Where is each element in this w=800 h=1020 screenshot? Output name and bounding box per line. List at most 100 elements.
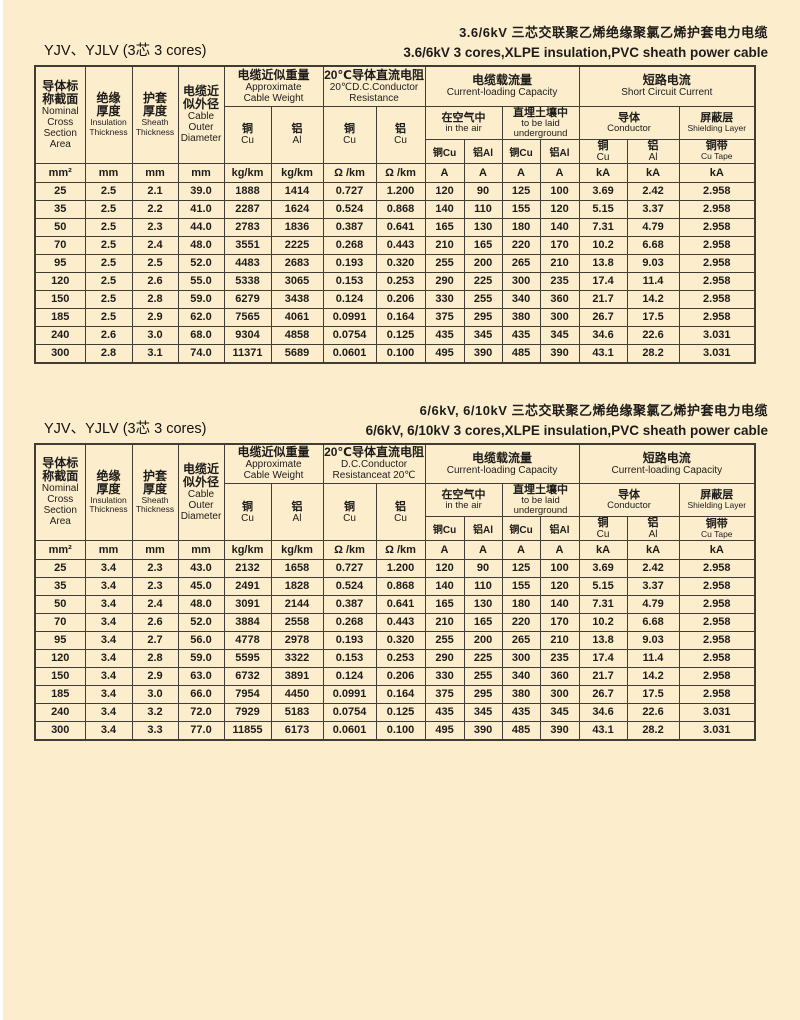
- value-cell: 340: [501, 667, 541, 686]
- diameter-header: 电缆近 似外径 Cable Outer Diameter: [177, 443, 225, 541]
- value-cell: 2.958: [678, 217, 756, 237]
- value-cell: 1414: [270, 181, 324, 201]
- weight-header: 电缆近似重量 Approximate Cable Weight: [223, 65, 324, 107]
- value-cell: 3884: [223, 613, 272, 632]
- value-cell: 2.958: [678, 271, 756, 291]
- value-cell: 3.031: [678, 325, 756, 345]
- value-cell: 2.958: [678, 199, 756, 219]
- value-cell: 485: [501, 343, 541, 363]
- value-cell: 255: [424, 253, 465, 273]
- value-cell: 210: [424, 235, 465, 255]
- underground-cu-header: 铜Cu: [501, 516, 541, 541]
- value-cell: 2.8: [131, 289, 179, 309]
- value-cell: 3.4: [84, 721, 133, 741]
- air-cu-header: 铜Cu: [424, 138, 465, 164]
- table-row: 300 3.4 3.3 77.0 11855 6173 0.0601 0.100 495 390 4…: [34, 721, 756, 741]
- value-cell: 180: [501, 217, 541, 237]
- value-cell: 13.8: [578, 253, 628, 273]
- value-cell: 2132: [223, 559, 272, 578]
- value-cell: 2.5: [84, 307, 133, 327]
- table-row: 150 2.5 2.8 59.0 6279 3438 0.124 0.206 330 255 340…: [34, 289, 756, 309]
- cable-table-section-1: YJV、YJLV (3芯 3 cores) 3.6/6kV 三芯交联聚乙烯绝缘聚…: [34, 22, 800, 364]
- title-zh: 6/6kV, 6/10kV 三芯交联聚乙烯绝缘聚氯乙烯护套电力电缆: [419, 402, 768, 418]
- value-cell: 4778: [223, 631, 272, 650]
- value-cell: 2.1: [131, 181, 179, 201]
- value-cell: 0.387: [322, 595, 377, 614]
- table-2-body: 25 3.4 2.3 43.0 2132 1658 0.727 1.200 120 90 125 10…: [34, 559, 756, 741]
- value-cell: 34.6: [578, 703, 628, 722]
- unit-cell: mm: [177, 540, 225, 560]
- value-cell: 11855: [223, 721, 272, 741]
- value-cell: 2.9: [131, 307, 179, 327]
- table-1-body: 25 2.5 2.1 39.0 1888 1414 0.727 1.200 120 90 125 10…: [34, 181, 756, 363]
- sc-al-header: 铝 Al: [626, 516, 680, 541]
- value-cell: 52.0: [177, 613, 225, 632]
- value-cell: 17.5: [626, 307, 680, 327]
- unit-cell: kA: [678, 540, 756, 560]
- in-air-header: 在空气中 in the air: [424, 483, 503, 517]
- value-cell: 435: [501, 703, 541, 722]
- value-cell: 0.193: [322, 631, 377, 650]
- weight-cu-header: 铜 Cu: [223, 105, 272, 164]
- value-cell: 390: [539, 721, 580, 741]
- value-cell: 2.4: [131, 235, 179, 255]
- sc-cu-header: 铜 Cu: [578, 516, 628, 541]
- value-cell: 3.2: [131, 703, 179, 722]
- value-cell: 3322: [270, 649, 324, 668]
- value-cell: 155: [501, 577, 541, 596]
- value-cell: 2.958: [678, 667, 756, 686]
- value-cell: 45.0: [177, 577, 225, 596]
- value-cell: 2.4: [131, 595, 179, 614]
- table-1-head: YJV、YJLV (3芯 3 cores) 3.6/6kV 三芯交联聚乙烯绝缘聚…: [34, 22, 768, 60]
- value-cell: 330: [424, 667, 465, 686]
- value-cell: 225: [463, 271, 503, 291]
- table-row: 185 3.4 3.0 66.0 7954 4450 0.0991 0.164 375 295 38…: [34, 685, 756, 704]
- value-cell: 1836: [270, 217, 324, 237]
- value-cell: 155: [501, 199, 541, 219]
- insulation-header: 绝缘 厚度 Insulation Thickness: [84, 443, 133, 541]
- value-cell: 1.200: [375, 559, 426, 578]
- value-cell: 17.5: [626, 685, 680, 704]
- value-cell: 14.2: [626, 289, 680, 309]
- value-cell: 2.958: [678, 289, 756, 309]
- value-cell: 200: [463, 253, 503, 273]
- value-cell: 140: [539, 595, 580, 614]
- value-cell: 330: [424, 289, 465, 309]
- value-cell: 7.31: [578, 595, 628, 614]
- value-cell: 300: [501, 271, 541, 291]
- value-cell: 0.0991: [322, 685, 377, 704]
- unit-cell: kg/km: [223, 540, 272, 560]
- value-cell: 2491: [223, 577, 272, 596]
- value-cell: 390: [463, 721, 503, 741]
- value-cell: 90: [463, 181, 503, 201]
- value-cell: 0.268: [322, 613, 377, 632]
- value-cell: 360: [539, 289, 580, 309]
- table-2-head: YJV、YJLV (3芯 3 cores) 6/6kV, 6/10kV 三芯交联…: [34, 400, 768, 438]
- resistance-cu-header: 铜 Cu: [322, 483, 377, 541]
- value-cell: 0.268: [322, 235, 377, 255]
- cu-tape-header: 铜带 Cu Tape: [678, 138, 756, 164]
- value-cell: 2.5: [84, 289, 133, 309]
- capacity-header: 电缆载流量 Current-loading Capacity: [424, 65, 580, 107]
- value-cell: 10.2: [578, 235, 628, 255]
- value-cell: 0.0601: [322, 343, 377, 363]
- value-cell: 170: [539, 235, 580, 255]
- in-air-header: 在空气中 in the air: [424, 105, 503, 140]
- value-cell: 380: [501, 685, 541, 704]
- value-cell: 0.125: [375, 703, 426, 722]
- value-cell: 0.124: [322, 289, 377, 309]
- value-cell: 6173: [270, 721, 324, 741]
- value-cell: 39.0: [177, 181, 225, 201]
- value-cell: 3.3: [131, 721, 179, 741]
- unit-cell: kg/km: [270, 162, 324, 183]
- value-cell: 390: [463, 343, 503, 363]
- resistance-cu-header: 铜 Cu: [322, 105, 377, 164]
- value-cell: 2.958: [678, 685, 756, 704]
- underground-al-header: 铝Al: [539, 138, 580, 164]
- value-cell: 3.4: [84, 559, 133, 578]
- value-cell: 3091: [223, 595, 272, 614]
- value-cell: 1828: [270, 577, 324, 596]
- table-row: 300 2.8 3.1 74.0 11371 5689 0.0601 0.100 495 390 4…: [34, 343, 756, 363]
- value-cell: 4.79: [626, 595, 680, 614]
